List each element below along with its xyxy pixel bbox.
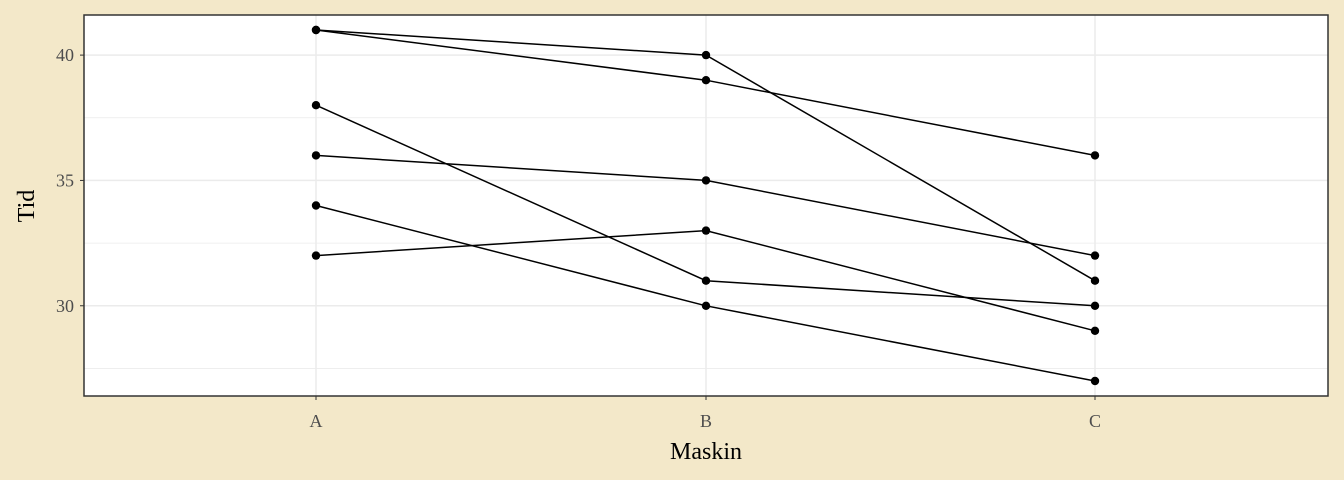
- y-tick-label: 30: [56, 296, 74, 316]
- data-point: [701, 301, 711, 310]
- data-point: [1090, 276, 1100, 285]
- y-tick-label: 35: [56, 170, 74, 190]
- y-axis-title: Tid: [14, 190, 40, 222]
- data-point: [1090, 326, 1100, 335]
- x-tick-label: C: [1089, 411, 1101, 431]
- data-point: [311, 201, 321, 210]
- data-point: [701, 176, 711, 185]
- data-points: [311, 25, 1100, 386]
- data-point: [701, 76, 711, 85]
- data-point: [311, 151, 321, 160]
- x-tick-label: B: [700, 411, 712, 431]
- data-point: [1090, 151, 1100, 160]
- data-point: [1090, 251, 1100, 260]
- y-axis: 30 35 40: [56, 45, 84, 316]
- x-axis-title: Maskin: [670, 439, 742, 465]
- data-point: [701, 50, 711, 60]
- data-point: [311, 101, 321, 110]
- data-point: [701, 276, 711, 285]
- data-point: [311, 251, 321, 260]
- data-point: [701, 226, 711, 235]
- data-point: [1090, 376, 1100, 386]
- y-tick-label: 40: [56, 45, 74, 65]
- x-axis: A B C: [310, 396, 1101, 431]
- data-point: [1090, 301, 1100, 310]
- x-tick-label: A: [310, 411, 323, 431]
- data-point: [311, 25, 321, 35]
